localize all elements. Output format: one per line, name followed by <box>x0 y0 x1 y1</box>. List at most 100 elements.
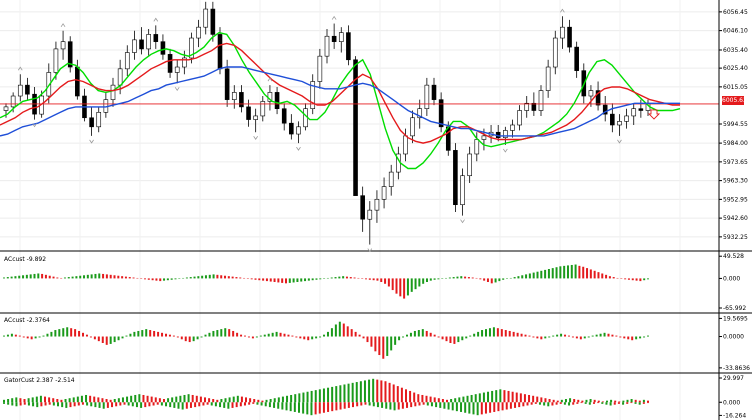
candle-body-down <box>281 108 287 124</box>
candle <box>510 119 515 138</box>
candle-body-up <box>10 95 16 108</box>
candle-body-up <box>381 186 387 200</box>
candle <box>96 106 102 133</box>
candle <box>574 41 579 78</box>
candle <box>617 114 622 136</box>
oscillator-1-label: ACcust -9.892 <box>4 256 47 263</box>
candle-body-down <box>353 59 358 196</box>
candle-body-down <box>438 99 444 128</box>
price-tick-label: 5973.65 <box>723 159 748 166</box>
candle-body-up <box>460 175 465 206</box>
candle-body-up <box>60 41 66 50</box>
osc-tick-label: 29.997 <box>723 375 744 382</box>
candle-body-down <box>638 108 644 111</box>
candle <box>453 143 458 212</box>
candle-body-down <box>160 41 166 55</box>
candle-body-down <box>574 46 579 71</box>
candle-body-down <box>274 92 280 109</box>
candle <box>538 85 544 116</box>
candle <box>60 30 66 60</box>
candle <box>360 186 365 232</box>
osc-tick-label: -16.264 <box>723 412 746 419</box>
candle <box>460 168 465 216</box>
candle-body-up <box>96 112 102 128</box>
candle <box>317 48 323 89</box>
sell-arrow-icon <box>647 109 661 120</box>
candle-body-down <box>610 113 615 126</box>
price-tick-label: 5994.55 <box>723 121 748 128</box>
candle-body-up <box>46 72 52 97</box>
candle-body-down <box>153 34 159 42</box>
candle <box>296 121 301 144</box>
oscillator-2-label: ACcust -2.3764 <box>4 317 50 324</box>
fractal-up <box>331 15 337 20</box>
candle-body-up <box>117 68 123 86</box>
fractal-down <box>503 148 508 153</box>
osc-tick-label: 0.000 <box>723 275 740 282</box>
candle-body-up <box>296 126 301 135</box>
candle <box>517 105 522 131</box>
fractal-down <box>253 136 258 140</box>
candle <box>153 25 159 49</box>
candle <box>467 146 472 183</box>
candle-body-down <box>89 117 94 128</box>
osc-tick-label: 19.5695 <box>723 315 748 322</box>
candle <box>374 190 380 223</box>
candle <box>253 108 258 133</box>
candle-body-up <box>524 102 530 111</box>
candle <box>124 45 130 77</box>
moving-averages <box>0 31 719 170</box>
candle <box>231 85 237 109</box>
candle-body-down <box>289 122 294 135</box>
candle-body-up <box>545 66 551 91</box>
fractal-down <box>32 123 37 128</box>
candle <box>167 48 173 78</box>
candle <box>388 164 394 196</box>
candle-body-up <box>538 90 544 111</box>
candle-body-up <box>260 101 266 117</box>
candle-body-down <box>453 150 458 206</box>
candle <box>602 96 608 122</box>
candle-body-down <box>445 126 451 151</box>
candle-body-up <box>338 32 344 42</box>
candle-body-up <box>374 198 380 211</box>
candle-body-down <box>217 34 223 70</box>
candle <box>545 59 551 98</box>
candle-body-up <box>196 26 201 39</box>
price-tick-label: 6015.05 <box>723 84 748 91</box>
candle-body-up <box>503 130 508 138</box>
candle <box>353 56 358 196</box>
candle-body-down <box>360 195 365 220</box>
candle-body-up <box>560 26 565 39</box>
candle <box>324 28 330 64</box>
price-tick-label: 5963.30 <box>723 178 748 185</box>
candle <box>53 41 59 80</box>
price-tick-label: 6035.40 <box>723 47 748 54</box>
candle <box>524 96 530 118</box>
candle-body-up <box>510 124 515 131</box>
candle-body-up <box>110 84 116 100</box>
candle-body-up <box>203 8 209 28</box>
candle <box>189 32 194 64</box>
candle-body-down <box>75 66 80 97</box>
candle <box>274 86 280 115</box>
candle <box>631 103 637 125</box>
fractal-down <box>367 248 373 253</box>
candle-body-up <box>317 55 323 82</box>
candle <box>260 96 266 122</box>
current-price-label: 6005.63 <box>722 96 747 105</box>
price-tick-label: 5984.00 <box>723 140 748 147</box>
candle-body-up <box>189 37 194 59</box>
candle-body-up <box>517 110 522 126</box>
candle <box>217 27 223 75</box>
pane-separators <box>0 250 752 374</box>
candle-body-down <box>167 54 173 73</box>
price-tick-label: 5942.60 <box>723 215 748 222</box>
candle <box>410 110 415 144</box>
candle <box>624 108 629 129</box>
candle <box>281 103 287 131</box>
osc-tick-label: 0.0000 <box>723 334 744 341</box>
candle-body-up <box>403 135 408 155</box>
candle-body-down <box>139 39 144 50</box>
